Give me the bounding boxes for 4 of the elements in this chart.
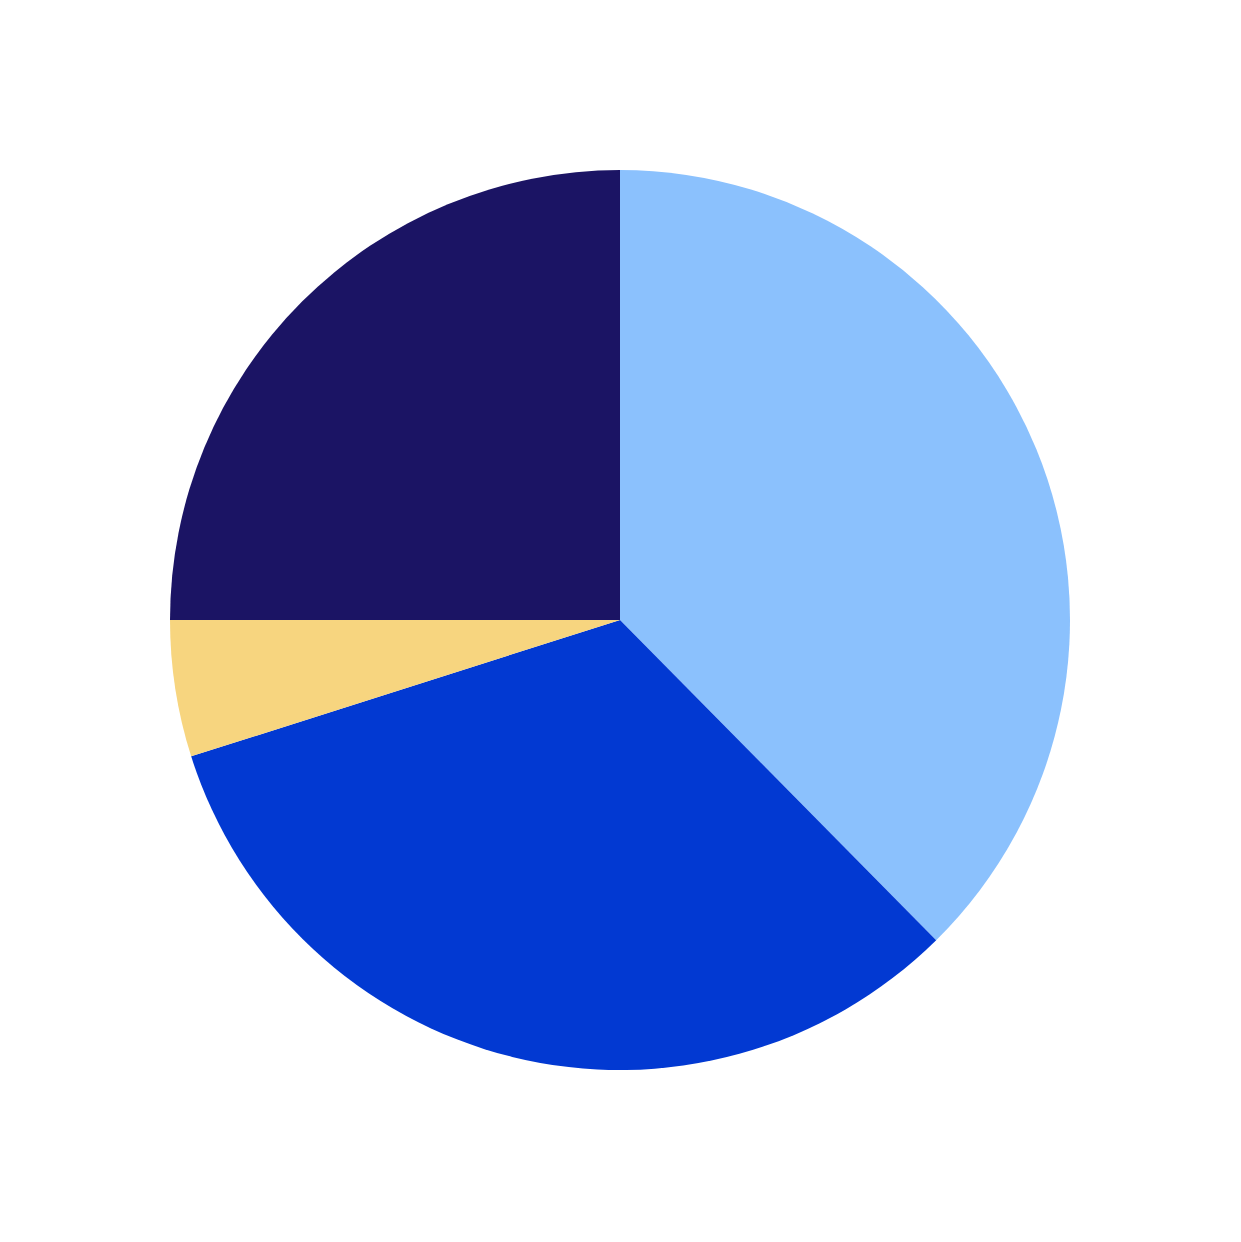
pie-slice [170, 620, 620, 757]
pie-slice [170, 170, 620, 620]
pie-slice [620, 170, 1070, 941]
pie-slice [191, 620, 937, 1070]
